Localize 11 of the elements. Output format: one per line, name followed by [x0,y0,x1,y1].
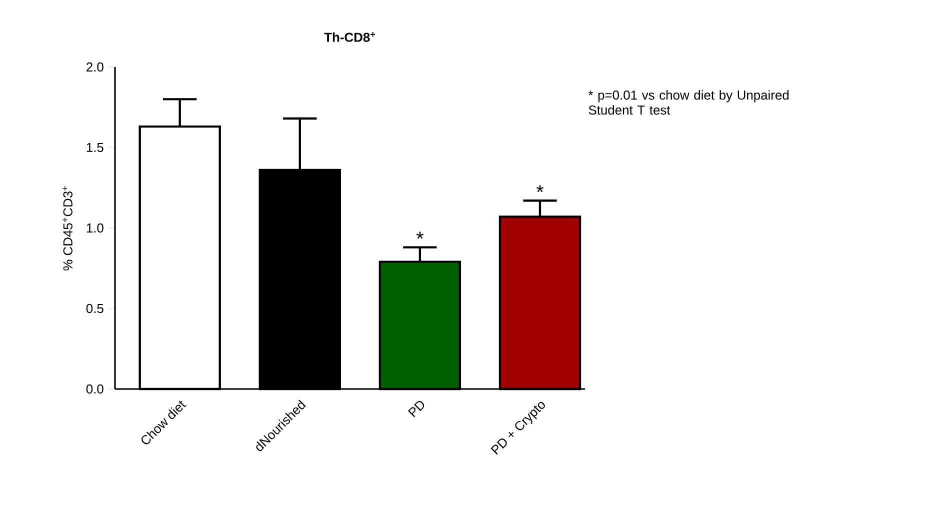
y-tick-label: 2.0 [86,62,104,72]
y-tick-label: 1.5 [86,142,104,152]
chart-title: Th-CD8$^{+}$ [324,32,376,42]
y-tick-label: 0.5 [86,304,104,314]
y-tick-label: 0.0 [86,384,104,394]
text: * p=0.01 vs chow diet by Unpaired Student T test [588,90,789,115]
y-tick-label: 1.0 [86,223,104,233]
annotation: * [536,185,544,192]
x-tick-label: PD [408,401,424,418]
annotation: * [416,232,424,239]
y-axis-title: % CD45$^{+}$CD3$^{+}$ [62,186,72,270]
